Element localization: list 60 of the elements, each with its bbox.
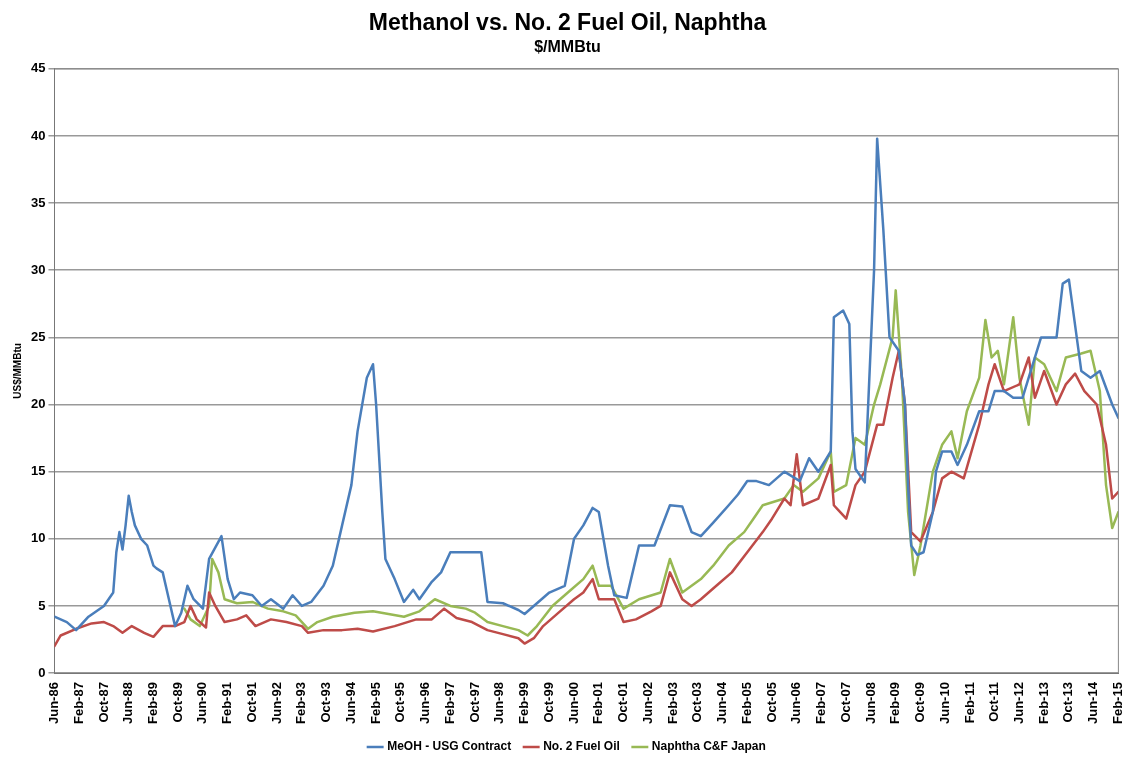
x-tick-label: Feb-09 <box>887 682 903 725</box>
x-tick-label: Feb-05 <box>738 682 754 725</box>
y-tick-label: 20 <box>30 396 46 412</box>
x-tick-label: Feb-93 <box>293 682 309 725</box>
y-axis-title: US$/MMBtu <box>11 343 23 399</box>
y-tick-label: 5 <box>38 597 46 613</box>
y-tick-label: 40 <box>30 127 46 143</box>
x-tick-label: Oct-95 <box>392 682 408 723</box>
x-tick-label: Jun-96 <box>417 682 433 725</box>
x-tick-label: Jun-90 <box>194 682 210 725</box>
x-tick-label: Feb-91 <box>219 682 235 725</box>
x-tick-label: Jun-04 <box>714 681 730 725</box>
y-tick-label: 15 <box>30 463 46 479</box>
x-tick-label: Oct-89 <box>169 682 185 723</box>
x-tick-label: Feb-87 <box>70 682 86 725</box>
y-tick-label: 45 <box>30 60 46 76</box>
x-tick-label: Feb-99 <box>516 682 532 725</box>
y-tick-label: 10 <box>30 530 46 546</box>
x-tick-label: Feb-13 <box>1035 682 1051 725</box>
x-tick-label: Jun-98 <box>491 682 507 725</box>
chart-subtitle: $/MMBtu <box>534 37 601 55</box>
x-tick-label: Feb-15 <box>1109 682 1125 725</box>
x-tick-label: Jun-10 <box>936 682 952 725</box>
y-tick-label: 35 <box>30 194 46 210</box>
x-tick-label: Jun-02 <box>639 682 655 725</box>
x-tick-label: Oct-07 <box>837 682 853 723</box>
x-tick-label: Jun-88 <box>120 682 136 725</box>
x-tick-label: Jun-08 <box>862 682 878 725</box>
x-tick-label: Oct-03 <box>689 682 705 723</box>
x-tick-label: Feb-01 <box>590 682 606 725</box>
y-tick-label: 0 <box>38 664 46 680</box>
x-tick-label: Oct-13 <box>1060 682 1076 723</box>
chart-title: Methanol vs. No. 2 Fuel Oil, Naphtha <box>368 9 767 36</box>
x-tick-label: Jun-86 <box>46 682 62 725</box>
y-tick-label: 25 <box>30 328 46 344</box>
legend-label: No. 2 Fuel Oil <box>543 739 620 754</box>
x-tick-label: Jun-14 <box>1085 681 1101 725</box>
x-tick-label: Oct-87 <box>95 682 111 723</box>
x-tick-label: Oct-97 <box>466 682 482 723</box>
x-tick-label: Oct-99 <box>540 682 556 723</box>
x-tick-label: Oct-91 <box>243 682 259 723</box>
x-tick-label: Jun-06 <box>788 682 804 725</box>
x-tick-label: Jun-00 <box>565 682 581 725</box>
x-tick-label: Feb-89 <box>145 682 161 725</box>
x-tick-label: Oct-09 <box>912 682 928 723</box>
x-tick-label: Oct-01 <box>615 682 631 723</box>
x-tick-label: Jun-94 <box>342 681 358 725</box>
x-tick-label: Jun-92 <box>268 682 284 725</box>
y-tick-label: 30 <box>30 261 46 277</box>
x-tick-label: Feb-97 <box>441 682 457 725</box>
x-tick-label: Oct-05 <box>763 682 779 723</box>
x-tick-label: Jun-12 <box>1011 682 1027 725</box>
x-tick-label: Feb-03 <box>664 682 680 725</box>
x-tick-label: Feb-07 <box>813 682 829 725</box>
x-tick-label: Oct-93 <box>318 682 334 723</box>
x-tick-label: Feb-11 <box>961 682 977 724</box>
x-tick-label: Oct-11 <box>986 682 1002 722</box>
legend-label: Naphtha C&F Japan <box>651 739 766 754</box>
x-tick-label: Feb-95 <box>367 682 383 725</box>
legend-label: MeOH - USG Contract <box>387 739 512 754</box>
